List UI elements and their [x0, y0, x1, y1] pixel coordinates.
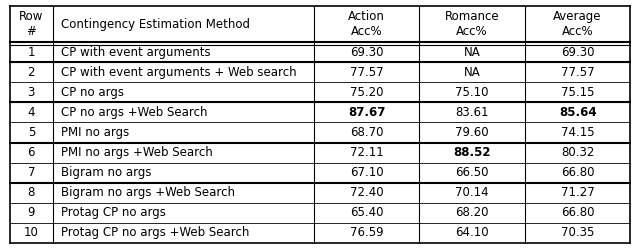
Text: Bigram no args: Bigram no args: [61, 166, 151, 179]
Text: PMI no args +Web Search: PMI no args +Web Search: [61, 146, 212, 159]
Text: 77.57: 77.57: [349, 66, 383, 79]
Text: 68.70: 68.70: [350, 126, 383, 139]
Text: 10: 10: [24, 226, 39, 239]
Text: 2: 2: [28, 66, 35, 79]
Text: 72.40: 72.40: [349, 186, 383, 199]
Text: 80.32: 80.32: [561, 146, 595, 159]
Text: 6: 6: [28, 146, 35, 159]
Text: 75.10: 75.10: [455, 86, 489, 99]
Text: Bigram no args +Web Search: Bigram no args +Web Search: [61, 186, 235, 199]
Text: 75.20: 75.20: [350, 86, 383, 99]
Text: Row
#: Row #: [19, 10, 44, 38]
Text: 66.50: 66.50: [455, 166, 489, 179]
Text: PMI no args: PMI no args: [61, 126, 129, 139]
Text: NA: NA: [464, 66, 481, 79]
Text: Romance
Acc%: Romance Acc%: [445, 10, 499, 38]
Text: 76.59: 76.59: [349, 226, 383, 239]
Text: 70.35: 70.35: [561, 226, 595, 239]
Text: 3: 3: [28, 86, 35, 99]
Text: 70.14: 70.14: [455, 186, 489, 199]
Text: 65.40: 65.40: [350, 206, 383, 219]
Text: Protag CP no args +Web Search: Protag CP no args +Web Search: [61, 226, 249, 239]
Text: 69.30: 69.30: [350, 46, 383, 59]
Text: 5: 5: [28, 126, 35, 139]
Text: 88.52: 88.52: [453, 146, 491, 159]
Text: Action
Acc%: Action Acc%: [348, 10, 385, 38]
Text: 71.27: 71.27: [561, 186, 595, 199]
Text: Protag CP no args: Protag CP no args: [61, 206, 166, 219]
Text: CP no args +Web Search: CP no args +Web Search: [61, 106, 207, 119]
Text: 79.60: 79.60: [455, 126, 489, 139]
Text: 64.10: 64.10: [455, 226, 489, 239]
Text: 66.80: 66.80: [561, 206, 595, 219]
Text: 69.30: 69.30: [561, 46, 595, 59]
Text: 1: 1: [28, 46, 35, 59]
Text: CP no args: CP no args: [61, 86, 124, 99]
Text: 83.61: 83.61: [455, 106, 489, 119]
Text: Contingency Estimation Method: Contingency Estimation Method: [61, 18, 250, 31]
Text: 75.15: 75.15: [561, 86, 595, 99]
Text: 67.10: 67.10: [349, 166, 383, 179]
Text: 7: 7: [28, 166, 35, 179]
Text: 68.20: 68.20: [455, 206, 489, 219]
Text: 74.15: 74.15: [561, 126, 595, 139]
Text: 4: 4: [28, 106, 35, 119]
Text: NA: NA: [464, 46, 481, 59]
Text: CP with event arguments + Web search: CP with event arguments + Web search: [61, 66, 296, 79]
Text: 72.11: 72.11: [349, 146, 383, 159]
Text: CP with event arguments: CP with event arguments: [61, 46, 211, 59]
Text: Average
Acc%: Average Acc%: [554, 10, 602, 38]
Text: 9: 9: [28, 206, 35, 219]
Text: 85.64: 85.64: [559, 106, 596, 119]
Text: 8: 8: [28, 186, 35, 199]
Text: 77.57: 77.57: [561, 66, 595, 79]
Text: 66.80: 66.80: [561, 166, 595, 179]
Text: 87.67: 87.67: [348, 106, 385, 119]
